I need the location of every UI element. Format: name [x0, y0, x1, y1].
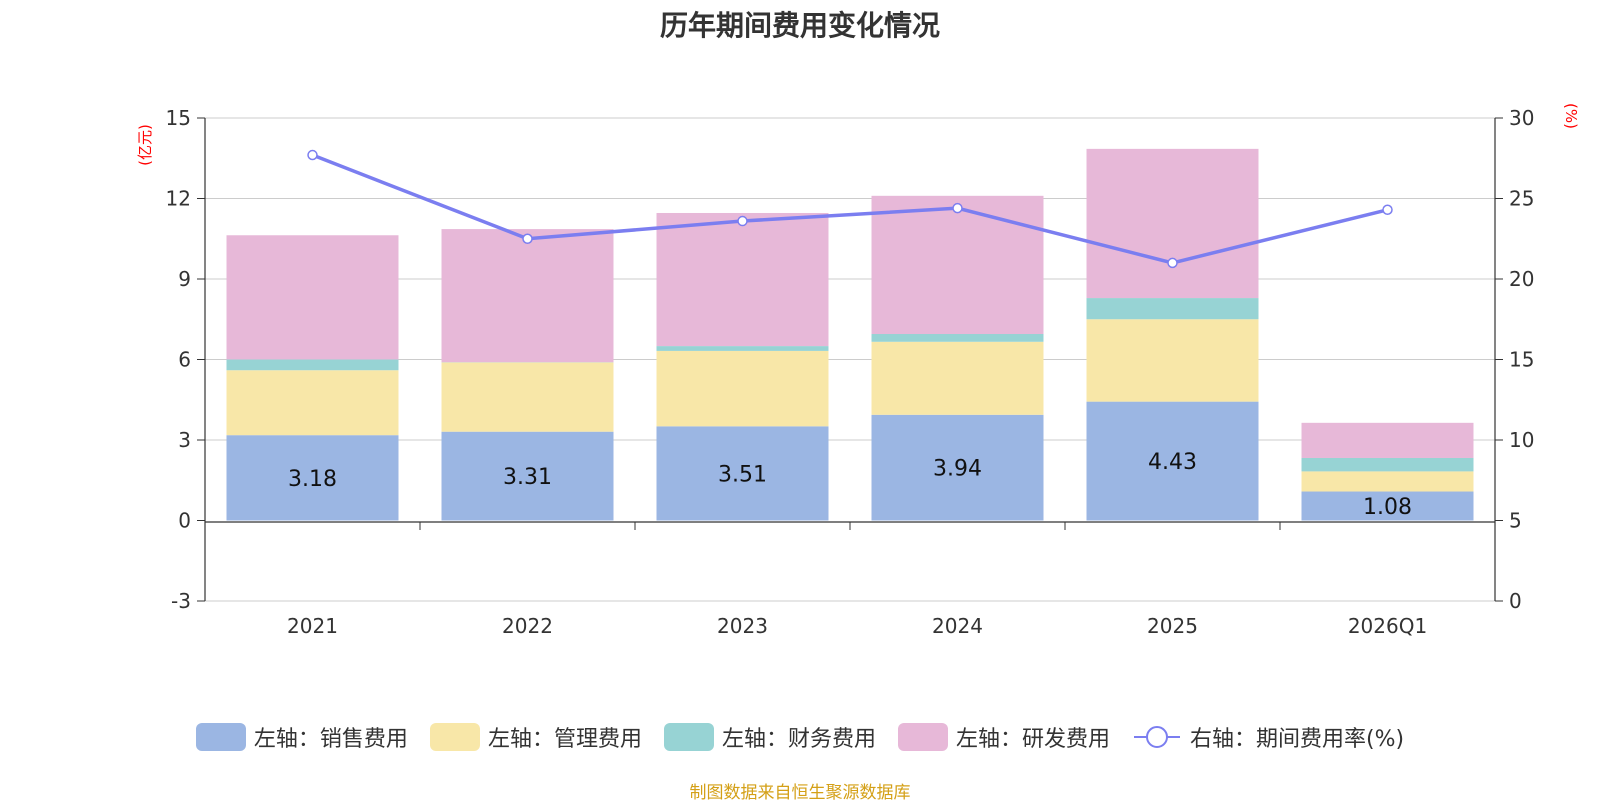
right-axis-tick-label: 0 [1509, 589, 1522, 613]
rate-point [738, 217, 747, 226]
left-axis-tick-label: 15 [166, 106, 191, 130]
bar-3-2023 [657, 213, 829, 346]
chart-plot: 3.18 3.31 3.51 3.94 4.43 1.08 -3 0 3 6 9 12 15 0 5 10 1… [0, 0, 1600, 700]
rate-point [1168, 258, 1177, 267]
legend-item[interactable]: 左轴：管理费用 [430, 721, 642, 753]
rate-point [1383, 205, 1392, 214]
bar-1-2025 [1087, 319, 1259, 401]
bar-data-label: 1.08 [1363, 495, 1412, 520]
x-axis-label: 2024 [932, 614, 983, 638]
rate-point [953, 204, 962, 213]
right-axis-tick-label: 30 [1509, 106, 1534, 130]
left-axis-unit: (亿元) [136, 124, 154, 166]
left-axis-tick-label: 6 [178, 348, 191, 372]
x-axis-label: 2021 [287, 614, 338, 638]
legend-label: 左轴：财务费用 [722, 721, 876, 753]
source-note: 制图数据来自恒生聚源数据库 [0, 778, 1600, 803]
left-axis-tick-label: 3 [178, 428, 191, 452]
left-axis-tick-label: -3 [171, 589, 191, 613]
legend-label: 左轴：销售费用 [254, 721, 408, 753]
right-axis-unit: (%) [1562, 103, 1580, 129]
right-axis-tick-label: 15 [1509, 348, 1534, 372]
legend-swatch [664, 723, 714, 751]
bar-2-2021 [227, 360, 399, 371]
right-axis-tick-label: 5 [1509, 509, 1522, 533]
legend-item[interactable]: 左轴：财务费用 [664, 721, 876, 753]
bar-1-2021 [227, 370, 399, 435]
rate-point [523, 234, 532, 243]
bar-1-2026Q1 [1302, 471, 1474, 491]
right-axis-tick-label: 20 [1509, 267, 1534, 291]
bar-2-2023 [657, 346, 829, 351]
left-axis-tick-label: 12 [166, 187, 191, 211]
bar-series [227, 149, 1474, 521]
bar-3-2024 [872, 196, 1044, 334]
left-axis-tick-label: 0 [178, 509, 191, 533]
bar-1-2022 [442, 362, 614, 431]
bar-data-label: 4.43 [1148, 450, 1197, 475]
legend-label: 左轴：管理费用 [488, 721, 642, 753]
right-axis-tick-label: 10 [1509, 428, 1534, 452]
legend-item[interactable]: 左轴：销售费用 [196, 721, 408, 753]
legend-line-icon [1132, 723, 1182, 751]
legend-label: 右轴：期间费用率(%) [1190, 721, 1404, 753]
bar-1-2023 [657, 351, 829, 426]
right-axis-tick-label: 25 [1509, 187, 1534, 211]
bar-3-2026Q1 [1302, 423, 1474, 458]
x-axis-label: 2026Q1 [1348, 614, 1427, 638]
bar-1-2024 [872, 342, 1044, 415]
legend: 左轴：销售费用 左轴：管理费用 左轴：财务费用 左轴：研发费用 右轴：期间费用率(%) [0, 720, 1600, 754]
legend-item[interactable]: 右轴：期间费用率(%) [1132, 721, 1404, 753]
x-axis-label: 2022 [502, 614, 553, 638]
legend-label: 左轴：研发费用 [956, 721, 1110, 753]
left-axis-tick-label: 9 [178, 267, 191, 291]
legend-item[interactable]: 左轴：研发费用 [898, 721, 1110, 753]
bar-2-2026Q1 [1302, 458, 1474, 471]
bar-3-2022 [442, 229, 614, 362]
legend-swatch [430, 723, 480, 751]
bar-3-2021 [227, 235, 399, 359]
x-axis-label: 2023 [717, 614, 768, 638]
rate-point [308, 151, 317, 160]
legend-swatch [196, 723, 246, 751]
bar-data-label: 3.18 [288, 467, 337, 492]
bar-2-2025 [1087, 298, 1259, 319]
bar-3-2025 [1087, 149, 1259, 298]
bar-data-label: 3.51 [718, 462, 767, 487]
x-axis-label: 2025 [1147, 614, 1198, 638]
bar-data-label: 3.31 [503, 465, 552, 490]
legend-swatch [898, 723, 948, 751]
bar-2-2024 [872, 334, 1044, 342]
bar-data-label: 3.94 [933, 457, 982, 482]
